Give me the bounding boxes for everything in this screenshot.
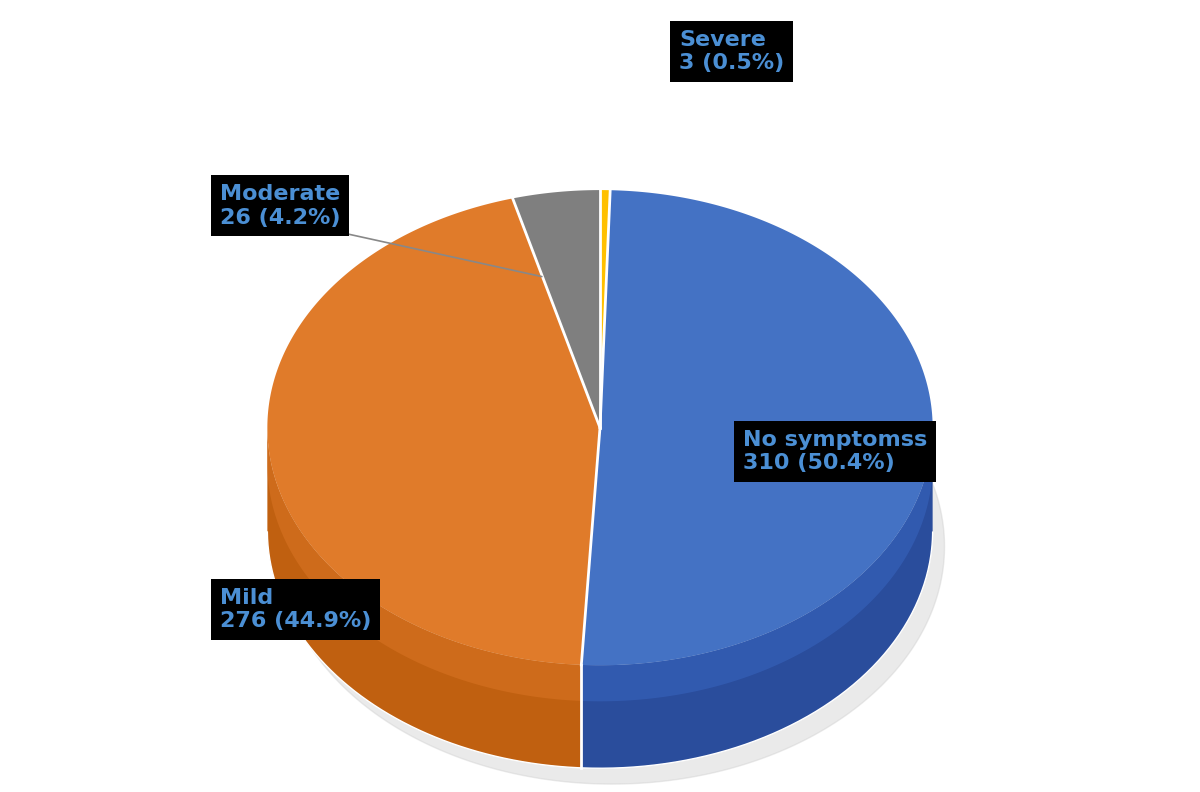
Text: No symptomss
310 (50.4%): No symptomss 310 (50.4%): [743, 430, 926, 473]
Text: Severe
3 (0.5%): Severe 3 (0.5%): [679, 30, 785, 73]
Polygon shape: [600, 190, 610, 428]
Polygon shape: [512, 190, 600, 428]
Polygon shape: [581, 429, 932, 701]
Polygon shape: [268, 429, 581, 701]
Polygon shape: [581, 190, 932, 665]
Polygon shape: [268, 199, 600, 665]
Text: Mild
276 (44.9%): Mild 276 (44.9%): [220, 588, 371, 631]
Polygon shape: [268, 429, 581, 768]
Polygon shape: [280, 309, 944, 784]
Polygon shape: [581, 429, 932, 768]
Text: Moderate
26 (4.2%): Moderate 26 (4.2%): [220, 185, 341, 227]
